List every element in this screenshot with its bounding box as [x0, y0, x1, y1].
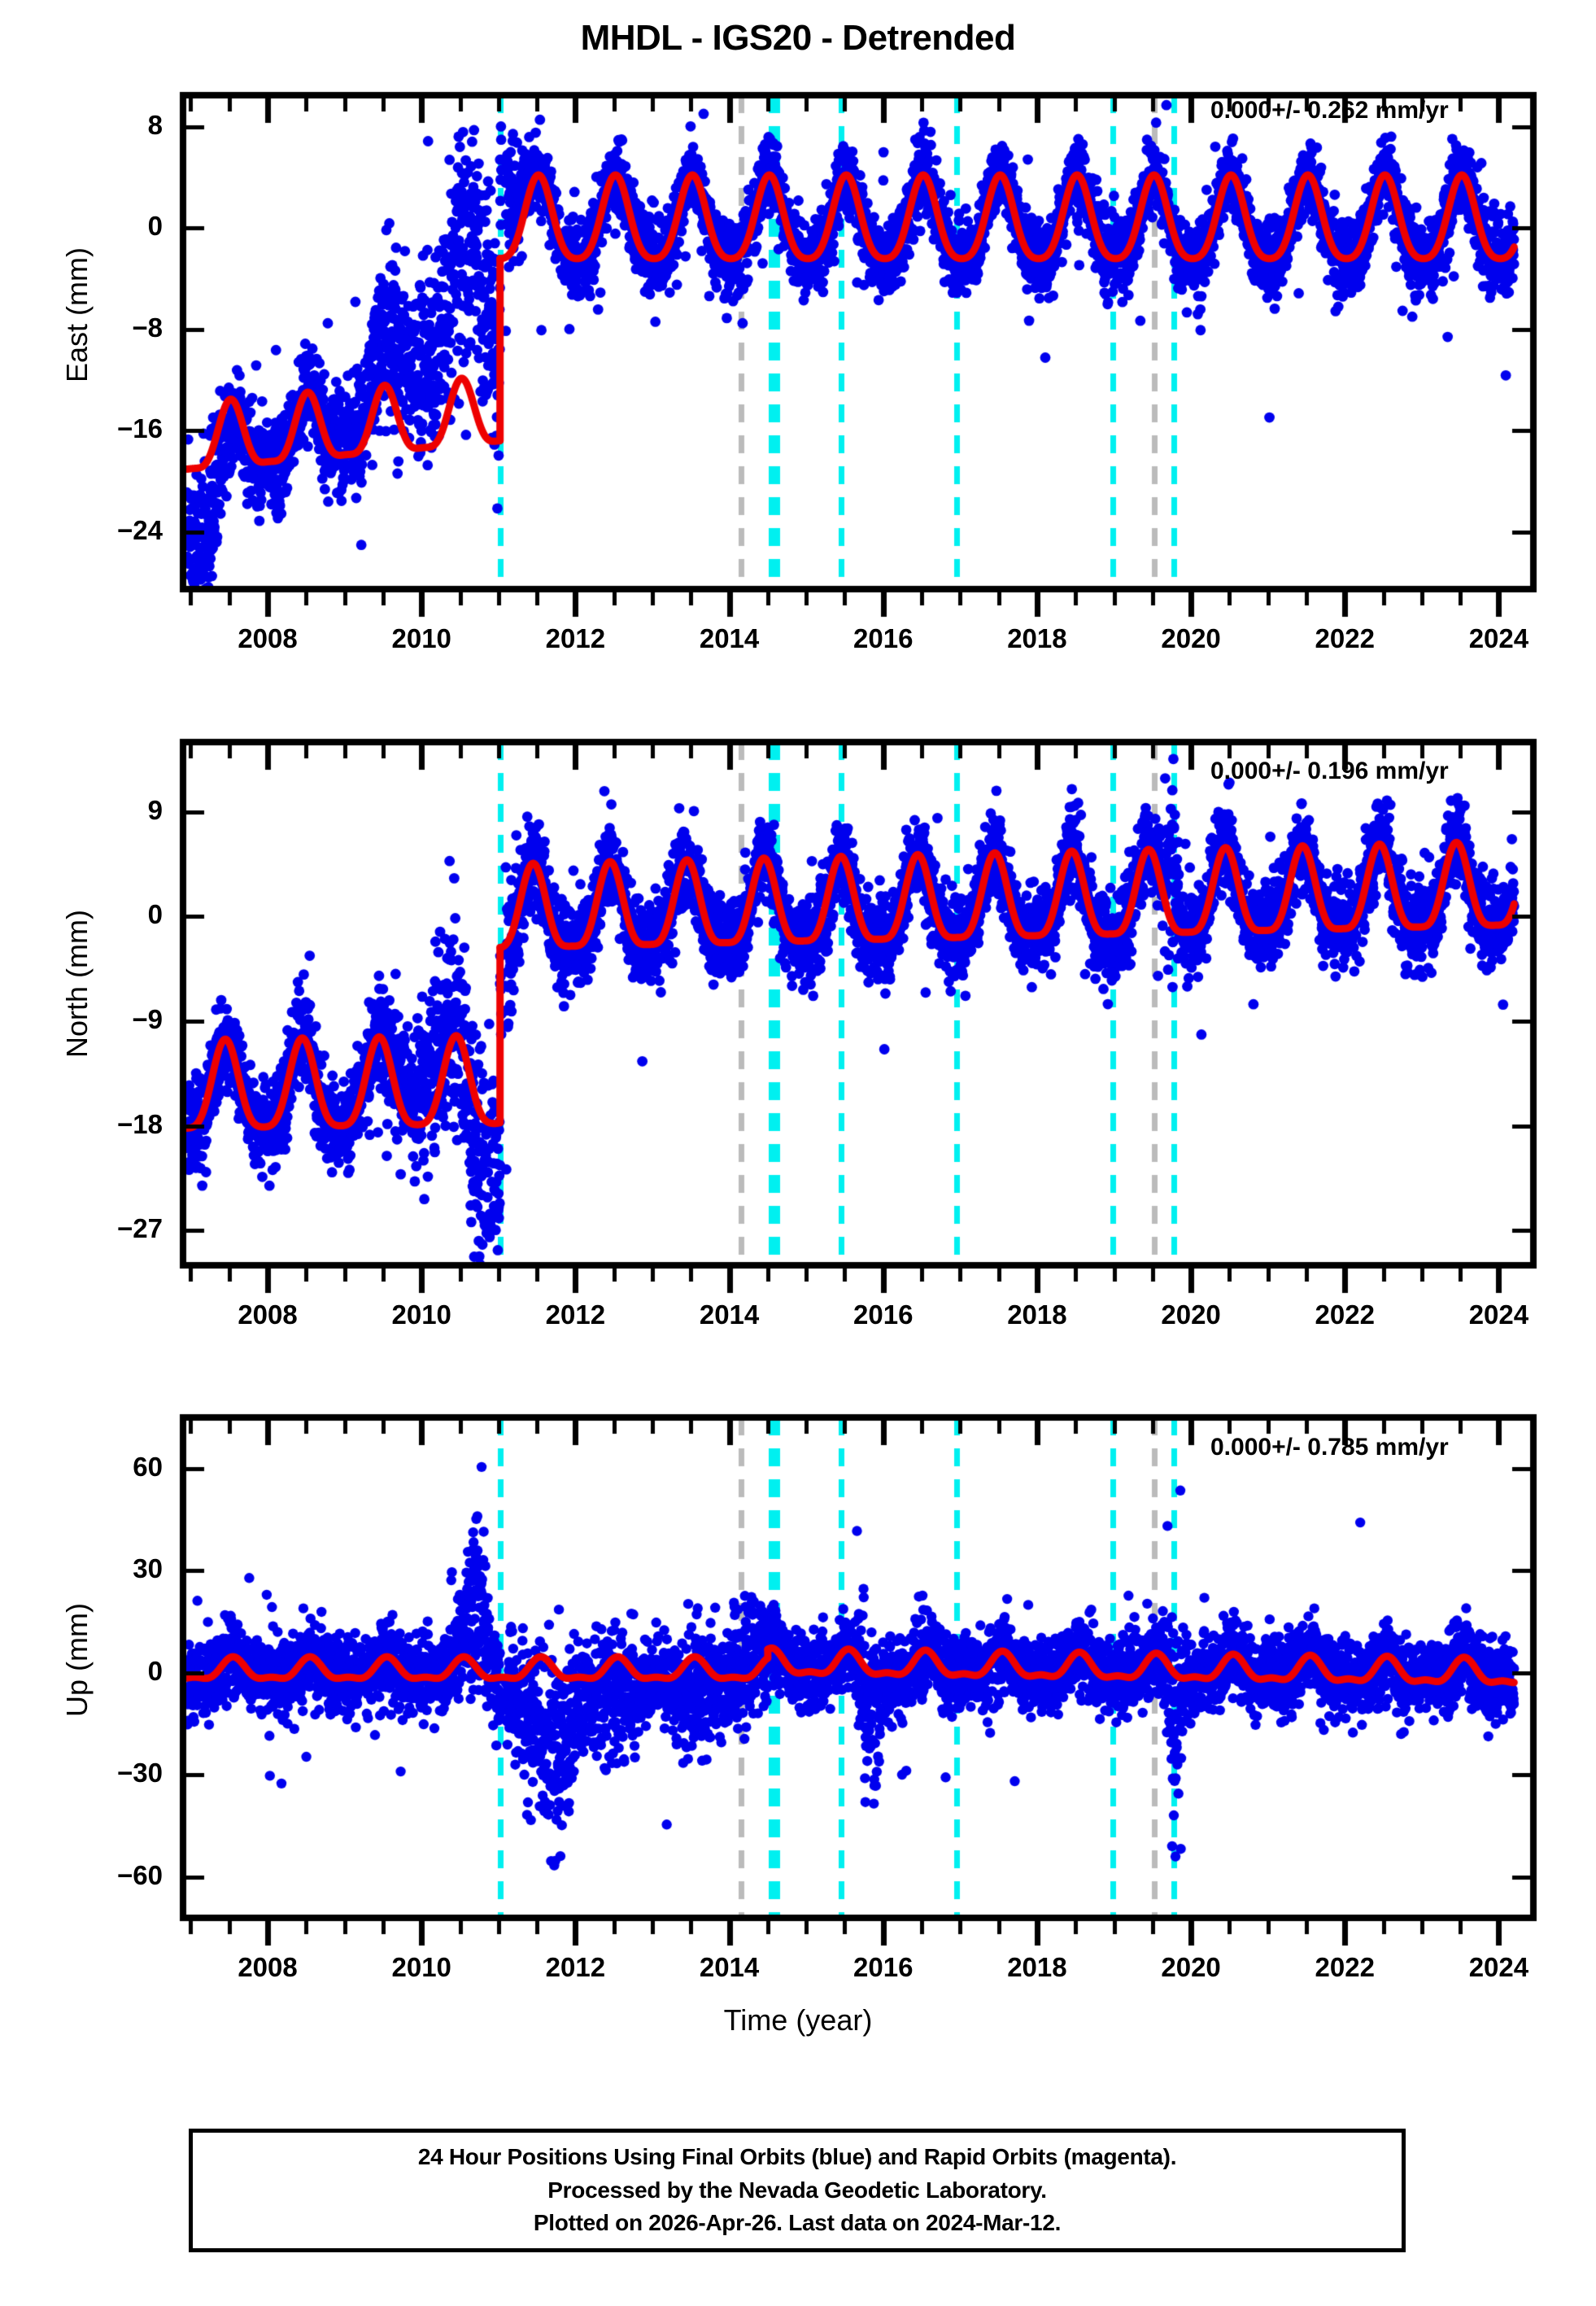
- caption-line-1: 24 Hour Positions Using Final Orbits (bl…: [417, 2144, 1177, 2170]
- caption-line-3: Plotted on 2026-Apr-26. Last data on 202…: [533, 2210, 1062, 2236]
- caption-line-2: Processed by the Nevada Geodetic Laborat…: [547, 2177, 1047, 2203]
- caption-box: 24 Hour Positions Using Final Orbits (bl…: [189, 2129, 1406, 2252]
